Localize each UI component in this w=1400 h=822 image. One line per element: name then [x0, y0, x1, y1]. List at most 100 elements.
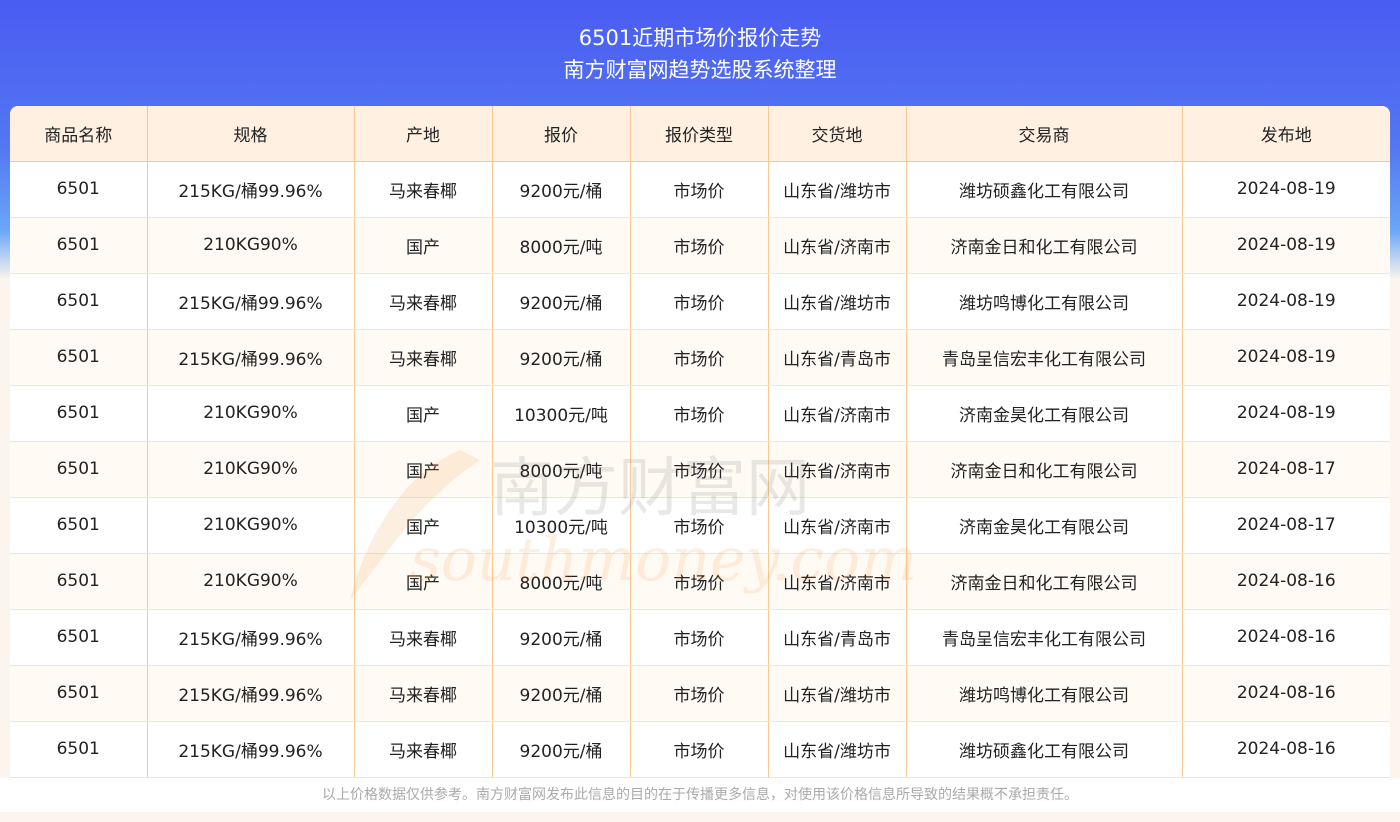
- table-cell: 8000元/吨: [492, 553, 631, 610]
- table-cell: 潍坊硕鑫化工有限公司: [906, 721, 1183, 778]
- table-cell: 山东省/潍坊市: [768, 721, 907, 778]
- table-row: 6501 210KG90% 国产 8000元/吨 市场价 山东省/济南市 济南金日和化工有限…: [10, 553, 1390, 610]
- table-cell: 马来春椰: [354, 721, 493, 778]
- table-cell: 215KG/桶99.96%: [147, 329, 355, 386]
- table-cell: 山东省/济南市: [768, 441, 907, 498]
- table-cell: 6501: [10, 721, 148, 778]
- table-row: 6501 215KG/桶99.96% 马来春椰 9200元/桶 市场价 山东省/潍坊市 潍坊…: [10, 665, 1390, 722]
- table-row: 6501 210KG90% 国产 8000元/吨 市场价 山东省/济南市 济南金日和化工有限…: [10, 441, 1390, 498]
- table-cell: 2024-08-16: [1182, 665, 1390, 722]
- table-cell: 山东省/济南市: [768, 217, 907, 274]
- table-cell: 2024-08-19: [1182, 329, 1390, 386]
- column-header: 报价: [492, 106, 631, 162]
- table-cell: 济南金日和化工有限公司: [906, 553, 1183, 610]
- table-cell: 8000元/吨: [492, 441, 631, 498]
- title-main: 6501近期市场价报价走势: [578, 26, 822, 50]
- table-cell: 6501: [10, 665, 148, 722]
- table-cell: 市场价: [630, 441, 769, 498]
- title-subtitle: 南方财富网趋势选股系统整理: [563, 58, 837, 82]
- table-cell: 国产: [354, 553, 493, 610]
- table-cell: 马来春椰: [354, 273, 493, 330]
- table-cell: 潍坊鸣博化工有限公司: [906, 665, 1183, 722]
- column-header: 交易商: [906, 106, 1183, 162]
- table-cell: 济南金日和化工有限公司: [906, 441, 1183, 498]
- table-cell: 2024-08-16: [1182, 609, 1390, 666]
- table-cell: 9200元/桶: [492, 721, 631, 778]
- price-table-card: 商品名称 规格 产地 报价 报价类型 交货地 交易商 发布地 6501 215KG/桶99.96…: [10, 106, 1390, 812]
- table-cell: 山东省/济南市: [768, 385, 907, 442]
- table-row: 6501 215KG/桶99.96% 马来春椰 9200元/桶 市场价 山东省/潍坊市 潍坊…: [10, 161, 1390, 218]
- table-cell: 8000元/吨: [492, 217, 631, 274]
- table-cell: 市场价: [630, 665, 769, 722]
- table-cell: 215KG/桶99.96%: [147, 721, 355, 778]
- table-cell: 马来春椰: [354, 161, 493, 218]
- table-cell: 潍坊鸣博化工有限公司: [906, 273, 1183, 330]
- table-cell: 2024-08-19: [1182, 217, 1390, 274]
- table-cell: 6501: [10, 217, 148, 274]
- table-cell: 国产: [354, 441, 493, 498]
- table-cell: 青岛呈信宏丰化工有限公司: [906, 609, 1183, 666]
- table-cell: 济南金日和化工有限公司: [906, 217, 1183, 274]
- table-cell: 6501: [10, 553, 148, 610]
- table-cell: 潍坊硕鑫化工有限公司: [906, 161, 1183, 218]
- column-header: 报价类型: [630, 106, 769, 162]
- disclaimer: 以上价格数据仅供参考。南方财富网发布此信息的目的在于传播更多信息，对使用该价格信…: [0, 778, 1400, 812]
- table-cell: 2024-08-19: [1182, 161, 1390, 218]
- table-cell: 国产: [354, 385, 493, 442]
- price-table: 商品名称 规格 产地 报价 报价类型 交货地 交易商 发布地 6501 215KG/桶99.96…: [10, 106, 1390, 778]
- column-header: 发布地: [1182, 106, 1390, 162]
- table-cell: 山东省/潍坊市: [768, 273, 907, 330]
- column-header: 规格: [147, 106, 355, 162]
- table-cell: 市场价: [630, 609, 769, 666]
- table-cell: 市场价: [630, 385, 769, 442]
- table-cell: 9200元/桶: [492, 273, 631, 330]
- table-cell: 9200元/桶: [492, 161, 631, 218]
- table-cell: 济南金昊化工有限公司: [906, 385, 1183, 442]
- table-cell: 市场价: [630, 273, 769, 330]
- table-row: 6501 210KG90% 国产 10300元/吨 市场价 山东省/济南市 济南金昊化工有限…: [10, 497, 1390, 554]
- table-cell: 马来春椰: [354, 329, 493, 386]
- table-cell: 马来春椰: [354, 665, 493, 722]
- table-cell: 山东省/济南市: [768, 497, 907, 554]
- column-header: 交货地: [768, 106, 907, 162]
- table-cell: 2024-08-17: [1182, 497, 1390, 554]
- table-cell: 2024-08-17: [1182, 441, 1390, 498]
- table-row: 6501 210KG90% 国产 8000元/吨 市场价 山东省/济南市 济南金日和化工有限…: [10, 217, 1390, 274]
- table-cell: 2024-08-19: [1182, 385, 1390, 442]
- table-cell: 210KG90%: [147, 385, 355, 442]
- table-row: 6501 215KG/桶99.96% 马来春椰 9200元/桶 市场价 山东省/潍坊市 潍坊…: [10, 721, 1390, 778]
- column-header: 产地: [354, 106, 493, 162]
- table-row: 6501 215KG/桶99.96% 马来春椰 9200元/桶 市场价 山东省/青岛市 青岛…: [10, 329, 1390, 386]
- table-cell: 2024-08-16: [1182, 721, 1390, 778]
- table-cell: 210KG90%: [147, 441, 355, 498]
- table-cell: 2024-08-16: [1182, 553, 1390, 610]
- table-cell: 6501: [10, 497, 148, 554]
- table-cell: 市场价: [630, 721, 769, 778]
- table-cell: 市场价: [630, 553, 769, 610]
- table-cell: 山东省/潍坊市: [768, 161, 907, 218]
- table-cell: 市场价: [630, 497, 769, 554]
- table-cell: 济南金昊化工有限公司: [906, 497, 1183, 554]
- table-cell: 市场价: [630, 161, 769, 218]
- table-cell: 6501: [10, 329, 148, 386]
- table-cell: 215KG/桶99.96%: [147, 609, 355, 666]
- table-cell: 9200元/桶: [492, 329, 631, 386]
- table-row: 6501 215KG/桶99.96% 马来春椰 9200元/桶 市场价 山东省/青岛市 青岛…: [10, 609, 1390, 666]
- table-cell: 青岛呈信宏丰化工有限公司: [906, 329, 1183, 386]
- table-cell: 210KG90%: [147, 217, 355, 274]
- table-cell: 9200元/桶: [492, 609, 631, 666]
- table-cell: 市场价: [630, 329, 769, 386]
- table-header-row: 商品名称 规格 产地 报价 报价类型 交货地 交易商 发布地: [10, 106, 1390, 162]
- table-cell: 10300元/吨: [492, 385, 631, 442]
- table-cell: 山东省/青岛市: [768, 329, 907, 386]
- table-cell: 215KG/桶99.96%: [147, 161, 355, 218]
- table-row: 6501 210KG90% 国产 10300元/吨 市场价 山东省/济南市 济南金昊化工有限…: [10, 385, 1390, 442]
- table-cell: 2024-08-19: [1182, 273, 1390, 330]
- table-cell: 山东省/济南市: [768, 553, 907, 610]
- page-title: 6501近期市场价报价走势 南方财富网趋势选股系统整理: [0, 22, 1400, 86]
- table-cell: 6501: [10, 609, 148, 666]
- table-cell: 马来春椰: [354, 609, 493, 666]
- table-cell: 山东省/青岛市: [768, 609, 907, 666]
- table-cell: 215KG/桶99.96%: [147, 273, 355, 330]
- table-cell: 6501: [10, 441, 148, 498]
